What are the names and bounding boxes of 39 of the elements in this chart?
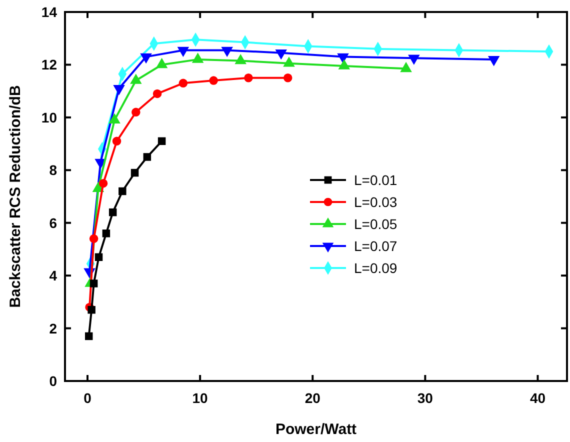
point <box>112 136 122 146</box>
x-axis-title: Power/Watt <box>275 421 357 438</box>
y-tick-label: 6 <box>49 214 58 231</box>
legend-label: L=0.09 <box>354 260 398 276</box>
y-tick-label: 10 <box>41 109 58 126</box>
y-axis-title: Backscatter RCS Reduction/dB <box>7 85 24 308</box>
point <box>102 230 110 238</box>
point <box>178 78 188 88</box>
x-tick-label: 20 <box>304 390 321 406</box>
legend-label: L=0.07 <box>354 238 398 254</box>
y-tick-label: 14 <box>41 4 58 20</box>
y-tick-label: 2 <box>49 320 58 336</box>
y-tick-label: 8 <box>49 162 58 178</box>
y-tick-label: 4 <box>49 268 58 284</box>
x-tick-label: 0 <box>84 390 92 406</box>
point <box>84 332 93 340</box>
y-tick-label: 0 <box>49 373 58 389</box>
point <box>98 178 108 188</box>
point <box>209 76 218 85</box>
point <box>94 253 103 261</box>
point <box>158 137 166 146</box>
point <box>244 74 253 82</box>
point <box>143 153 152 161</box>
point <box>89 234 98 244</box>
x-tick-label: 10 <box>192 390 208 406</box>
point <box>90 280 98 288</box>
point <box>118 187 126 196</box>
point <box>130 168 139 177</box>
point <box>283 74 292 82</box>
point <box>108 208 117 216</box>
point <box>132 108 140 117</box>
legend-label: L=0.03 <box>354 194 398 210</box>
point <box>152 89 162 98</box>
x-tick-label: 30 <box>417 390 434 406</box>
point <box>88 306 96 314</box>
x-tick-label: 40 <box>530 390 546 406</box>
legend-label: L=0.05 <box>354 216 398 232</box>
y-tick-label: 12 <box>41 56 58 73</box>
legend-label: L=0.01 <box>354 172 398 188</box>
